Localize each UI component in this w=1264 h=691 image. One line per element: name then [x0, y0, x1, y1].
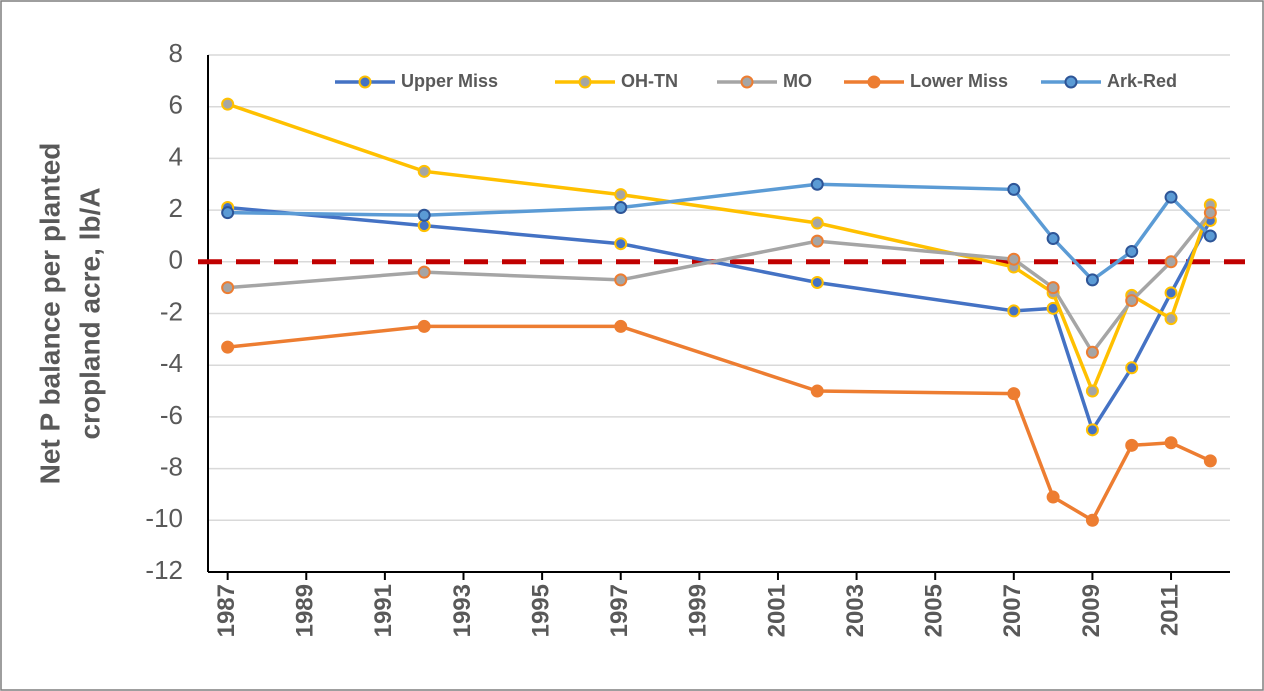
point — [1125, 294, 1139, 308]
point — [614, 237, 628, 251]
legend-marker — [358, 75, 372, 89]
point — [810, 177, 824, 191]
point — [1203, 454, 1217, 468]
y-tick-label: 4 — [169, 141, 183, 171]
x-tick-label: 1987 — [213, 584, 240, 637]
series-line — [227, 102, 1213, 396]
y-tick-label: 0 — [169, 245, 183, 275]
legend-label: Ark-Red — [1107, 71, 1177, 91]
point — [1046, 281, 1060, 295]
x-tick-label: 2005 — [921, 584, 948, 637]
point — [614, 188, 628, 202]
point — [1125, 438, 1139, 452]
legend-label: Lower Miss — [910, 71, 1008, 91]
y-tick-label: 2 — [169, 193, 183, 223]
point — [1203, 206, 1217, 220]
point — [1085, 513, 1099, 527]
point — [614, 201, 628, 215]
legend-marker — [867, 75, 881, 89]
point — [1085, 345, 1099, 359]
x-tick-label: 1991 — [370, 584, 397, 637]
y-axis-label: cropland acre, lb/A — [74, 187, 105, 439]
x-tick-label: 2009 — [1078, 584, 1105, 637]
point — [1046, 490, 1060, 504]
point — [1007, 387, 1021, 401]
legend-label: OH-TN — [621, 71, 678, 91]
point — [810, 275, 824, 289]
series-line — [227, 324, 1212, 523]
point — [810, 234, 824, 248]
y-tick-label: 6 — [169, 90, 183, 120]
y-tick-label: -6 — [160, 400, 183, 430]
x-tick-label: 2001 — [763, 584, 790, 637]
point — [1164, 255, 1178, 269]
x-tick-label: 1995 — [527, 584, 554, 637]
point — [1085, 273, 1099, 287]
point — [1125, 244, 1139, 258]
legend-label: MO — [783, 71, 812, 91]
point — [1007, 182, 1021, 196]
legend-marker — [578, 75, 592, 89]
y-tick-label: -10 — [145, 503, 183, 533]
point — [810, 216, 824, 230]
point — [221, 97, 235, 111]
x-tick-label: 1999 — [685, 584, 712, 637]
point — [417, 265, 431, 279]
y-tick-label: -4 — [160, 348, 183, 378]
point — [1164, 286, 1178, 300]
point — [614, 273, 628, 287]
point — [1164, 190, 1178, 204]
point — [810, 384, 824, 398]
y-axis-label: Net P balance per planted — [34, 143, 65, 485]
y-tick-label: -12 — [145, 555, 183, 585]
point — [221, 340, 235, 354]
point — [1164, 436, 1178, 450]
x-tick-label: 2011 — [1156, 584, 1183, 636]
point — [221, 281, 235, 295]
point — [1007, 252, 1021, 266]
point — [1085, 384, 1099, 398]
y-tick-label: -8 — [160, 451, 183, 481]
series-line — [227, 182, 1212, 283]
point — [417, 319, 431, 333]
legend-label: Upper Miss — [401, 71, 498, 91]
point — [1125, 361, 1139, 375]
point — [1164, 312, 1178, 326]
legend-marker — [1064, 75, 1078, 89]
x-tick-label: 1997 — [606, 584, 633, 637]
point — [417, 208, 431, 222]
point — [1007, 304, 1021, 318]
series-line — [227, 205, 1212, 434]
x-tick-label: 2003 — [842, 584, 869, 637]
point — [417, 164, 431, 178]
series-line — [227, 211, 1212, 356]
x-tick-label: 2007 — [999, 584, 1026, 637]
y-tick-label: -2 — [160, 296, 183, 326]
legend-marker — [740, 75, 754, 89]
point — [1203, 229, 1217, 243]
point — [221, 206, 235, 220]
point — [1085, 423, 1099, 437]
point — [1046, 232, 1060, 246]
point — [614, 319, 628, 333]
y-tick-label: 8 — [169, 38, 183, 68]
x-tick-label: 1989 — [292, 584, 319, 637]
x-tick-label: 1993 — [449, 584, 476, 637]
